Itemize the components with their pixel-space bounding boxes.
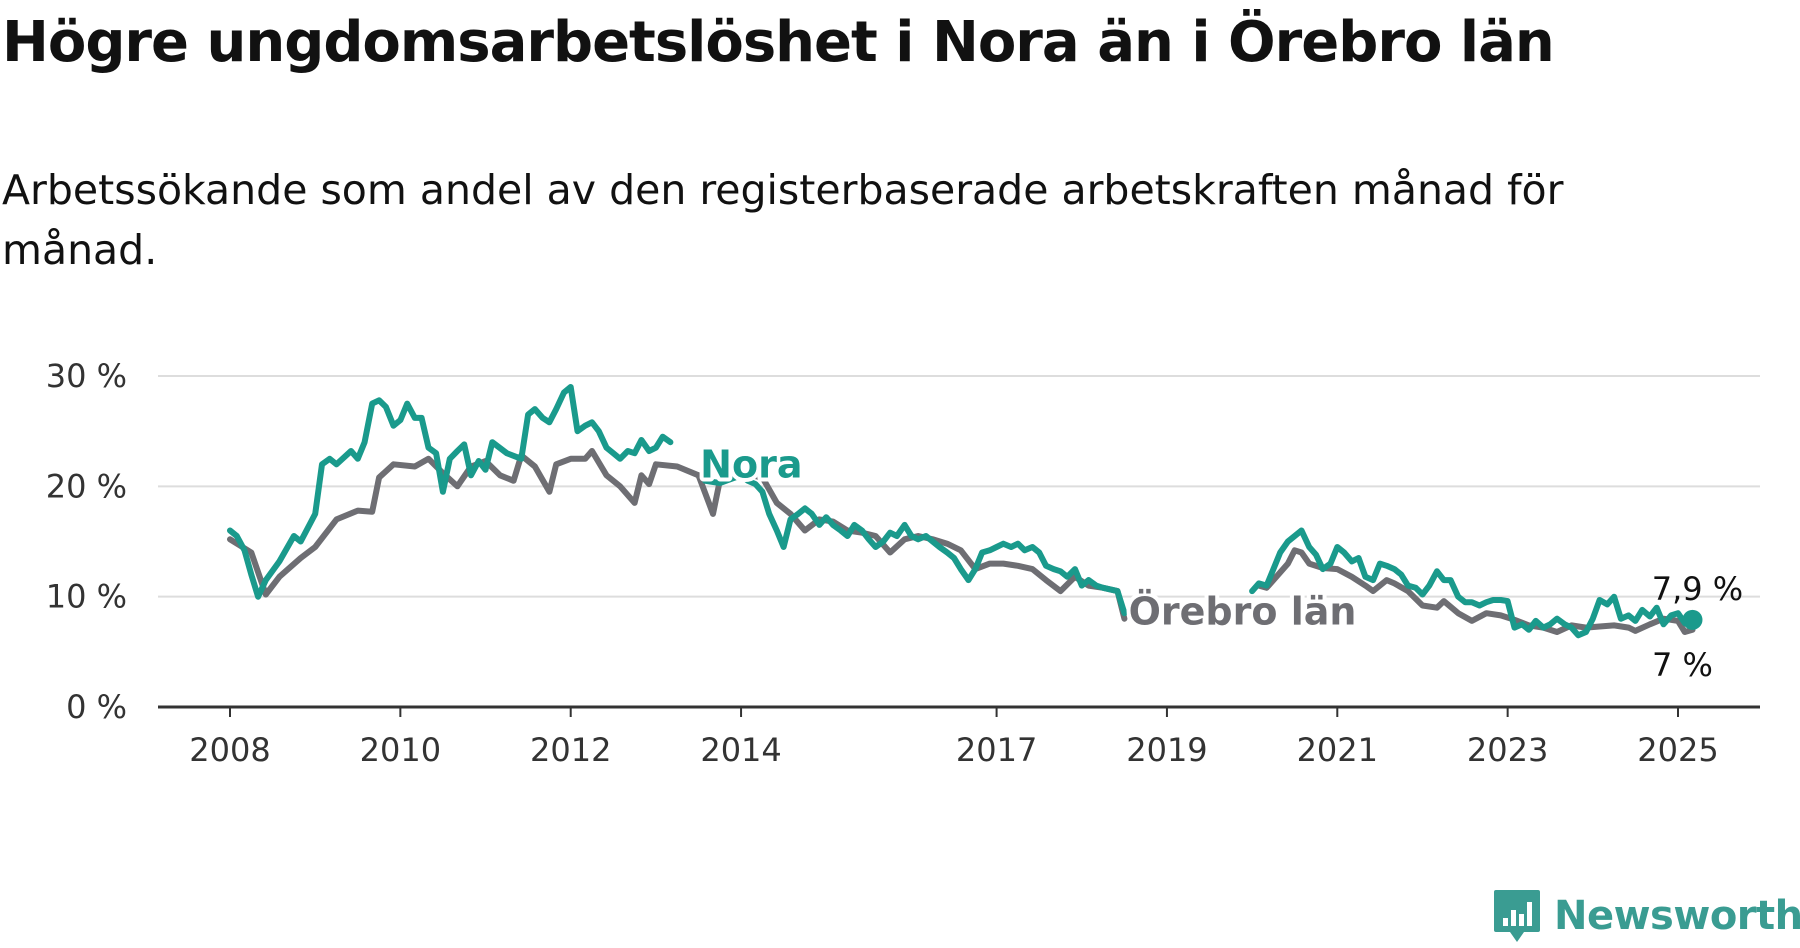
y-axis: 0 % 10 % 20 % 30 % <box>46 357 127 726</box>
x-tick-label: 2023 <box>1467 731 1548 769</box>
line-chart: 0 % 10 % 20 % 30 % 2008 2010 2012 2014 2017 2019… <box>46 357 1760 769</box>
gridlines <box>158 375 1760 598</box>
x-tick-label: 2010 <box>360 731 441 769</box>
y-tick-label: 30 % <box>46 357 127 395</box>
x-tick-label: 2014 <box>700 731 781 769</box>
x-tick-label: 2017 <box>956 731 1037 769</box>
end-point-nora <box>1682 609 1703 630</box>
x-tick-label: 2019 <box>1126 731 1207 769</box>
end-value-nora: 7,9 % <box>1652 570 1743 608</box>
newsworthy-logo: Newsworthy <box>1492 888 1800 944</box>
brand-name: Newsworthy <box>1554 893 1800 939</box>
x-axis: 2008 2010 2012 2014 2017 2019 2021 2023 2025 <box>158 705 1760 769</box>
x-tick-label: 2021 <box>1297 731 1378 769</box>
bar-chart-icon <box>1494 890 1540 942</box>
series-line-örebro-län <box>1255 547 1696 635</box>
x-tick-label: 2012 <box>530 731 611 769</box>
series-lines <box>227 384 1696 639</box>
series-label-orebro-lan: Örebro län <box>1129 589 1357 633</box>
y-tick-label: 10 % <box>46 578 127 616</box>
chart-title: Högre ungdomsarbetslöshet i Nora än i Ör… <box>2 10 1555 75</box>
x-tick-label: 2008 <box>189 731 270 769</box>
series-line-nora <box>227 384 674 600</box>
series-labels: Nora Örebro län 7,9 % 7 % <box>696 439 1743 684</box>
y-tick-label: 0 % <box>66 688 127 726</box>
series-line-örebro-län <box>227 448 702 598</box>
end-value-orebro-lan: 7 % <box>1652 646 1713 684</box>
series-label-nora: Nora <box>700 443 802 487</box>
y-tick-label: 20 % <box>46 467 127 505</box>
x-tick-label: 2025 <box>1637 731 1718 769</box>
chart-subtitle: Arbetssökande som andel av den registerb… <box>2 166 1564 274</box>
series-line-nora <box>1249 527 1696 639</box>
series-line-nora <box>702 472 1128 617</box>
